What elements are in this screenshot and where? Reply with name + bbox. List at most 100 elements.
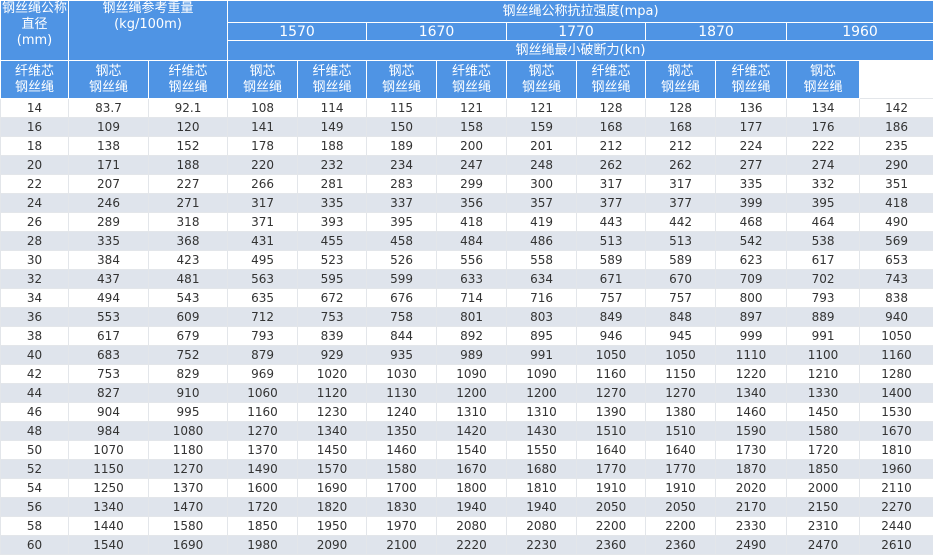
table-row: 58 1440 1580 1850 1950 1970 2080 2080 2200 2200 23… (0, 516, 933, 536)
table-cell: 442 (645, 212, 717, 232)
table-cell: 290 (859, 155, 933, 175)
table-cell: 999 (715, 326, 788, 346)
table-cell: 1250 (68, 478, 149, 498)
table-cell: 1810 (506, 478, 578, 498)
table-cell: 281 (297, 174, 368, 194)
table-cell: 702 (786, 269, 861, 289)
table-cell: 1120 (297, 383, 368, 403)
table-cell: 2200 (576, 516, 647, 536)
table-row: 46 904 995 1160 1230 1240 1310 1310 1390 1380 1460… (0, 402, 933, 422)
table-cell: 634 (506, 269, 578, 289)
table-cell: 201 (506, 136, 578, 156)
table-cell: 1530 (859, 402, 933, 422)
table-cell: 2360 (576, 535, 647, 555)
table-cell: 224 (715, 136, 788, 156)
table-cell: 128 (645, 98, 717, 118)
table-cell: 2200 (645, 516, 717, 536)
table-cell: 2270 (859, 497, 933, 517)
header-row: 纤维芯 钢丝绳 钢芯 钢丝绳 纤维芯 钢丝绳 钢芯 钢丝绳 纤维芯 钢丝绳 钢芯 钢丝绳 纤维芯 钢丝绳钢… (0, 60, 933, 99)
table-cell: 248 (506, 155, 578, 175)
header-line: 钢丝绳 (522, 79, 562, 95)
table-cell: 1030 (366, 364, 438, 384)
grade-header: 1770 (506, 22, 647, 41)
table-cell: 178 (227, 136, 299, 156)
grade-header: 1870 (645, 22, 788, 41)
table-cell: 356 (436, 193, 508, 213)
table-cell: 234 (366, 155, 438, 175)
table-cell: 1130 (366, 383, 438, 403)
table-cell: 1050 (645, 345, 717, 365)
table-cell: 335 (297, 193, 368, 213)
table-cell: 946 (576, 326, 647, 346)
table-cell: 283 (366, 174, 438, 194)
table-cell: 26 (0, 212, 69, 232)
table-cell: 52 (0, 459, 69, 479)
table-cell: 335 (68, 231, 149, 251)
table-cell: 1670 (436, 459, 508, 479)
header-row: 1570 1670 1770 1870 1960 (1, 22, 933, 41)
table-cell: 1340 (68, 497, 149, 517)
table-cell: 1270 (645, 383, 717, 403)
table-cell: 889 (786, 307, 861, 327)
table-cell: 16 (0, 117, 69, 137)
table-cell: 1720 (786, 440, 861, 460)
table-cell: 484 (436, 231, 508, 251)
table-cell: 317 (227, 193, 299, 213)
table-cell: 1460 (366, 440, 438, 460)
table-cell: 558 (506, 250, 578, 270)
table-cell: 1490 (227, 459, 299, 479)
table-cell: 395 (366, 212, 438, 232)
table-cell: 589 (576, 250, 647, 270)
table-cell: 542 (715, 231, 788, 251)
table-cell: 849 (576, 307, 647, 327)
table-cell: 793 (786, 288, 861, 308)
table-cell: 1210 (786, 364, 861, 384)
table-cell: 679 (147, 326, 229, 346)
table-cell: 1720 (227, 497, 299, 517)
table-cell: 1580 (366, 459, 438, 479)
table-cell: 753 (297, 307, 368, 327)
table-cell: 617 (786, 250, 861, 270)
table-cell: 879 (227, 345, 299, 365)
table-cell: 995 (147, 402, 229, 422)
table-cell: 2610 (859, 535, 933, 555)
header-line: 钢丝绳 (14, 79, 54, 95)
table-cell: 2080 (506, 516, 578, 536)
table-row: 22 207 227 266 281 283 299 300 317 317 335 332 351 (0, 174, 933, 194)
table-cell: 1430 (506, 421, 578, 441)
table-cell: 1270 (147, 459, 229, 479)
header-line: (mm) (16, 33, 53, 48)
table-cell: 1450 (297, 440, 368, 460)
table-cell: 38 (0, 326, 69, 346)
table-cell: 569 (859, 231, 933, 251)
table-cell: 486 (506, 231, 578, 251)
table-cell: 1200 (506, 383, 578, 403)
table-cell: 128 (576, 98, 647, 118)
table-cell: 969 (227, 364, 299, 384)
table-row: 30 384 423 495 523 526 556 558 589 589 623 617 653 (0, 250, 933, 270)
table-cell: 2490 (715, 535, 788, 555)
table-cell: 317 (576, 174, 647, 194)
table-cell: 553 (68, 307, 149, 327)
table-row: 50 1070 1180 1370 1450 1460 1540 1550 1640 1640 17… (0, 440, 933, 460)
table-cell: 368 (147, 231, 229, 251)
table-cell: 437 (68, 269, 149, 289)
table-cell: 1050 (859, 326, 933, 346)
header-line: 钢丝绳 (731, 79, 771, 95)
table-cell: 940 (859, 307, 933, 327)
table-cell: 895 (506, 326, 578, 346)
table-cell: 142 (859, 98, 933, 118)
header-line: 钢芯 (388, 63, 415, 79)
table-cell: 2150 (786, 497, 861, 517)
table-cell: 989 (436, 345, 508, 365)
table-cell: 904 (68, 402, 149, 422)
table-cell: 1090 (506, 364, 578, 384)
table-cell: 910 (147, 383, 229, 403)
table-cell: 494 (68, 288, 149, 308)
header-line: 纤维芯 (591, 63, 631, 79)
header-line: 钢丝绳 (803, 79, 843, 95)
table-cell: 28 (0, 231, 69, 251)
table-cell: 351 (859, 174, 933, 194)
table-cell: 1570 (297, 459, 368, 479)
table-cell: 332 (786, 174, 861, 194)
